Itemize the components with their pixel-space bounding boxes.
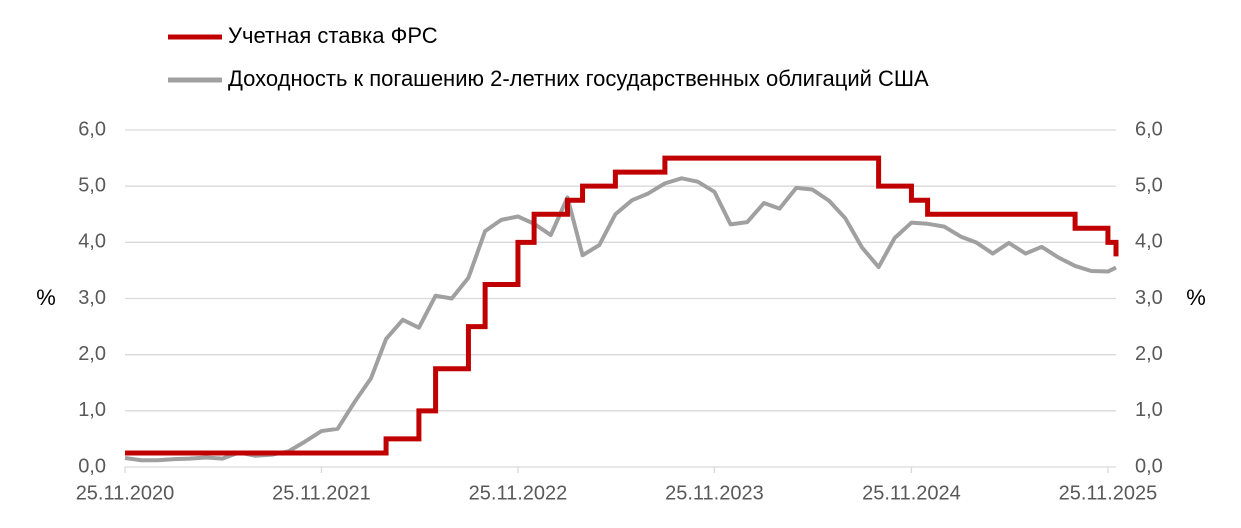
x-tick-label: 25.11.2023: [665, 482, 764, 504]
y2-tick-label: 2,0: [1135, 343, 1163, 365]
series-line: [125, 155, 1119, 456]
y-tick-label: 3,0: [78, 287, 106, 309]
y2-tick-label: 1,0: [1135, 399, 1163, 421]
x-tick-label: 25.11.2024: [862, 482, 961, 504]
x-tick-label: 25.11.2022: [469, 482, 568, 504]
y-tick-label: 0,0: [78, 455, 106, 477]
y2-tick-label: 4,0: [1135, 231, 1163, 253]
x-tick-label: 25.11.2025: [1059, 482, 1158, 504]
x-tick-label: 25.11.2021: [272, 482, 371, 504]
y-tick-label: 6,0: [78, 118, 106, 140]
y2-tick-label: 3,0: [1135, 287, 1163, 309]
y2-tick-label: 5,0: [1135, 174, 1163, 196]
y-tick-label: 5,0: [78, 174, 106, 196]
y-tick-label: 4,0: [78, 231, 106, 253]
y2-tick-label: 6,0: [1135, 118, 1163, 140]
x-tick-label: 25.11.2020: [76, 482, 175, 504]
y-tick-label: 1,0: [78, 399, 106, 421]
legend-label: Доходность к погашению 2-летних государс…: [228, 66, 929, 91]
y-axis-label: %: [36, 285, 56, 310]
legend-label: Учетная ставка ФРС: [228, 23, 438, 48]
y-tick-label: 2,0: [78, 343, 106, 365]
series-line: [124, 176, 1117, 463]
y2-tick-label: 0,0: [1135, 455, 1163, 477]
y2-axis-label: %: [1186, 285, 1206, 310]
